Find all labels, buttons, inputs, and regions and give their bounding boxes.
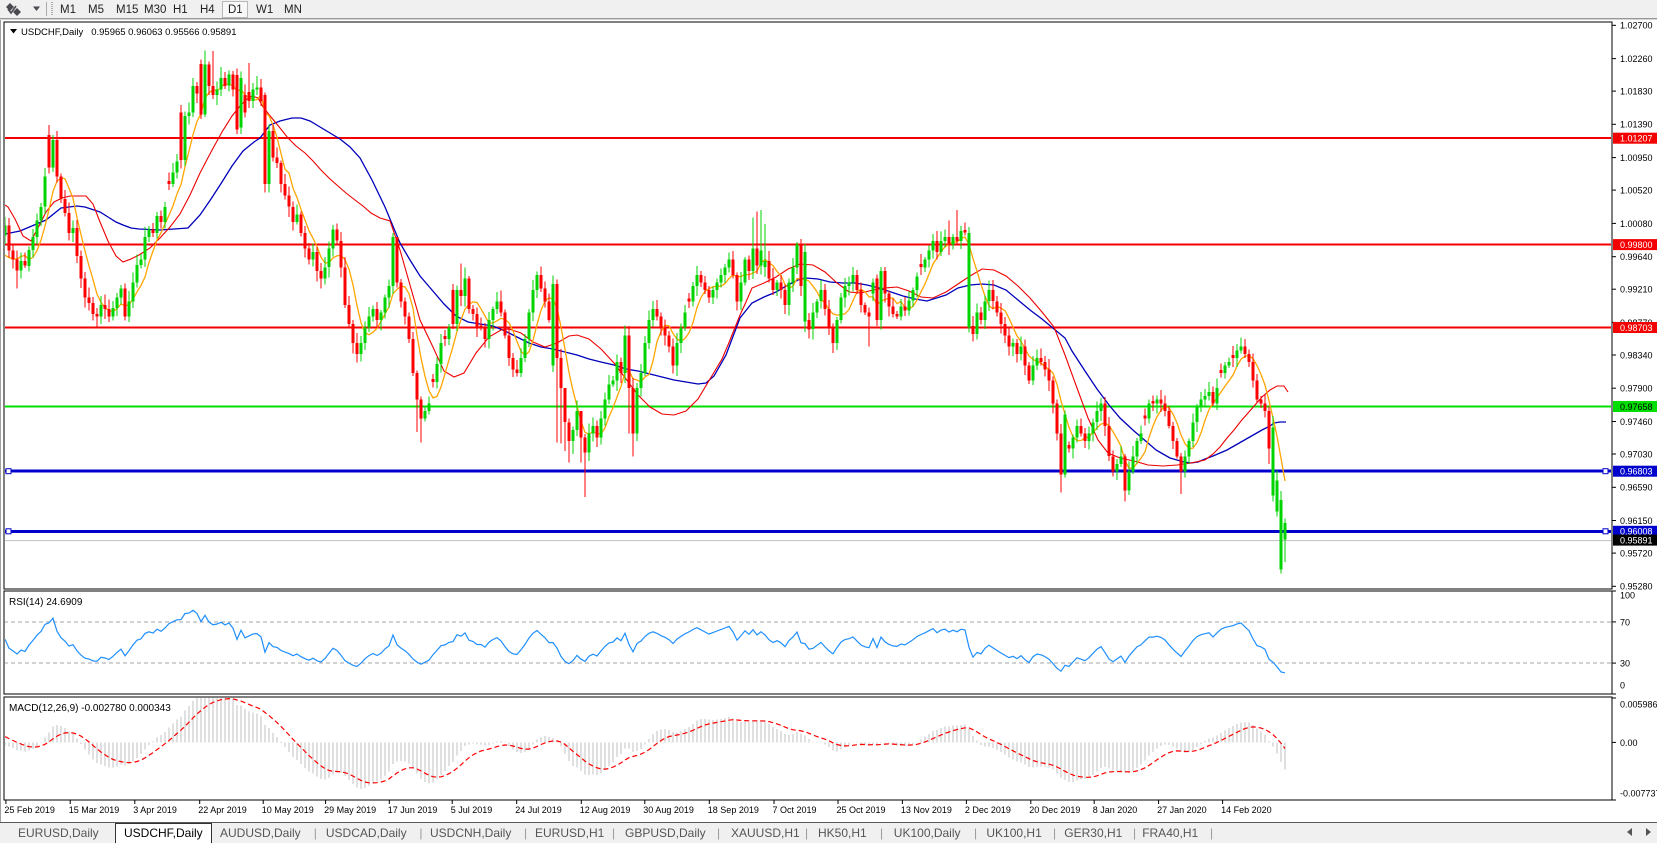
svg-text:0.99210: 0.99210 [1620, 285, 1653, 295]
svg-text:W1: W1 [256, 4, 273, 16]
svg-text:24 Jul 2019: 24 Jul 2019 [515, 805, 562, 815]
svg-text:0.99640: 0.99640 [1620, 252, 1653, 262]
svg-text:0.95891: 0.95891 [1620, 536, 1653, 546]
svg-text:|: | [612, 826, 615, 840]
svg-text:|: | [314, 826, 317, 840]
svg-text:UK100,Daily: UK100,Daily [894, 826, 961, 840]
svg-text:0.97460: 0.97460 [1620, 417, 1653, 427]
svg-text:FRA40,H1: FRA40,H1 [1142, 826, 1198, 840]
svg-text:0.96590: 0.96590 [1620, 483, 1653, 493]
svg-text:USDCHF,Daily 0.95965 0.96063: USDCHF,Daily 0.95965 0.96063 0.95566 0.9… [21, 27, 236, 38]
svg-text:0.005986: 0.005986 [1620, 700, 1657, 710]
svg-text:RSI(14) 24.6909: RSI(14) 24.6909 [9, 597, 83, 608]
svg-text:30 Aug 2019: 30 Aug 2019 [643, 805, 694, 815]
svg-text:14 Feb 2020: 14 Feb 2020 [1221, 805, 1272, 815]
svg-text:12 Aug 2019: 12 Aug 2019 [580, 805, 631, 815]
svg-text:70: 70 [1620, 617, 1630, 627]
svg-text:0.96008: 0.96008 [1620, 527, 1653, 537]
svg-text:-0.007737: -0.007737 [1620, 789, 1657, 799]
svg-text:25 Feb 2019: 25 Feb 2019 [4, 805, 55, 815]
svg-text:MACD(12,26,9) -0.002780 0.0003: MACD(12,26,9) -0.002780 0.000343 [9, 703, 171, 714]
svg-text:0.96150: 0.96150 [1620, 516, 1653, 526]
svg-text:13 Nov 2019: 13 Nov 2019 [901, 805, 952, 815]
svg-text:5 Jul 2019: 5 Jul 2019 [451, 805, 493, 815]
svg-text:UK100,H1: UK100,H1 [986, 826, 1042, 840]
svg-text:XAUUSD,H1: XAUUSD,H1 [731, 826, 800, 840]
svg-text:EURUSD,H1: EURUSD,H1 [535, 826, 605, 840]
svg-text:USDCAD,Daily: USDCAD,Daily [326, 826, 407, 840]
svg-text:10 May 2019: 10 May 2019 [262, 805, 314, 815]
svg-text:HK50,H1: HK50,H1 [818, 826, 867, 840]
svg-text:1.02700: 1.02700 [1620, 21, 1653, 31]
svg-text:2 Dec 2019: 2 Dec 2019 [965, 805, 1011, 815]
svg-text:MN: MN [284, 4, 302, 16]
svg-text:0.97658: 0.97658 [1620, 402, 1653, 412]
svg-text:8 Jan 2020: 8 Jan 2020 [1093, 805, 1138, 815]
svg-text:H1: H1 [173, 4, 188, 16]
svg-text:1.01390: 1.01390 [1620, 120, 1653, 130]
svg-text:|: | [717, 826, 720, 840]
svg-text:H4: H4 [200, 4, 215, 16]
svg-text:3 Apr 2019: 3 Apr 2019 [133, 805, 177, 815]
svg-text:M30: M30 [144, 4, 166, 16]
svg-text:EURUSD,Daily: EURUSD,Daily [18, 826, 99, 840]
svg-text:0.95720: 0.95720 [1620, 549, 1653, 559]
svg-text:0.97030: 0.97030 [1620, 449, 1653, 459]
svg-text:0.98703: 0.98703 [1620, 323, 1653, 333]
svg-text:1.01207: 1.01207 [1620, 134, 1653, 144]
svg-text:AUDUSD,Daily: AUDUSD,Daily [220, 826, 301, 840]
svg-text:USDCHF,Daily: USDCHF,Daily [124, 826, 203, 840]
svg-text:1.01830: 1.01830 [1620, 87, 1653, 97]
svg-text:0: 0 [1620, 681, 1625, 691]
svg-text:GER30,H1: GER30,H1 [1064, 826, 1122, 840]
svg-text:|: | [880, 826, 883, 840]
svg-text:USDCNH,Daily: USDCNH,Daily [430, 826, 511, 840]
svg-text:0.98340: 0.98340 [1620, 350, 1653, 360]
svg-text:|: | [1210, 826, 1213, 840]
svg-text:|: | [524, 826, 527, 840]
svg-text:|: | [805, 826, 808, 840]
svg-text:0.00: 0.00 [1620, 738, 1638, 748]
svg-text:25 Oct 2019: 25 Oct 2019 [837, 805, 886, 815]
svg-text:0.96803: 0.96803 [1620, 467, 1653, 477]
svg-text:M1: M1 [60, 4, 76, 16]
svg-text:0.95280: 0.95280 [1620, 582, 1653, 592]
svg-text:100: 100 [1620, 591, 1635, 601]
svg-text:|: | [1053, 826, 1056, 840]
svg-text:0.97900: 0.97900 [1620, 384, 1653, 394]
svg-text:27 Jan 2020: 27 Jan 2020 [1157, 805, 1207, 815]
svg-text:GBPUSD,Daily: GBPUSD,Daily [625, 826, 706, 840]
svg-text:M15: M15 [116, 4, 138, 16]
svg-text:|: | [1133, 826, 1136, 840]
svg-text:20 Dec 2019: 20 Dec 2019 [1029, 805, 1080, 815]
svg-text:D1: D1 [228, 4, 243, 16]
svg-text:1.00520: 1.00520 [1620, 186, 1653, 196]
svg-text:|: | [419, 826, 422, 840]
svg-text:30: 30 [1620, 659, 1630, 669]
svg-text:17 Jun 2019: 17 Jun 2019 [388, 805, 438, 815]
svg-text:1.02260: 1.02260 [1620, 54, 1653, 64]
svg-text:7 Oct 2019: 7 Oct 2019 [773, 805, 817, 815]
svg-text:|: | [974, 826, 977, 840]
svg-text:29 May 2019: 29 May 2019 [324, 805, 376, 815]
svg-text:1.00950: 1.00950 [1620, 153, 1653, 163]
svg-text:22 Apr 2019: 22 Apr 2019 [198, 805, 247, 815]
svg-text:18 Sep 2019: 18 Sep 2019 [708, 805, 759, 815]
svg-text:0.99800: 0.99800 [1620, 240, 1653, 250]
svg-text:15 Mar 2019: 15 Mar 2019 [69, 805, 120, 815]
svg-text:1.00080: 1.00080 [1620, 219, 1653, 229]
svg-text:M5: M5 [88, 4, 104, 16]
